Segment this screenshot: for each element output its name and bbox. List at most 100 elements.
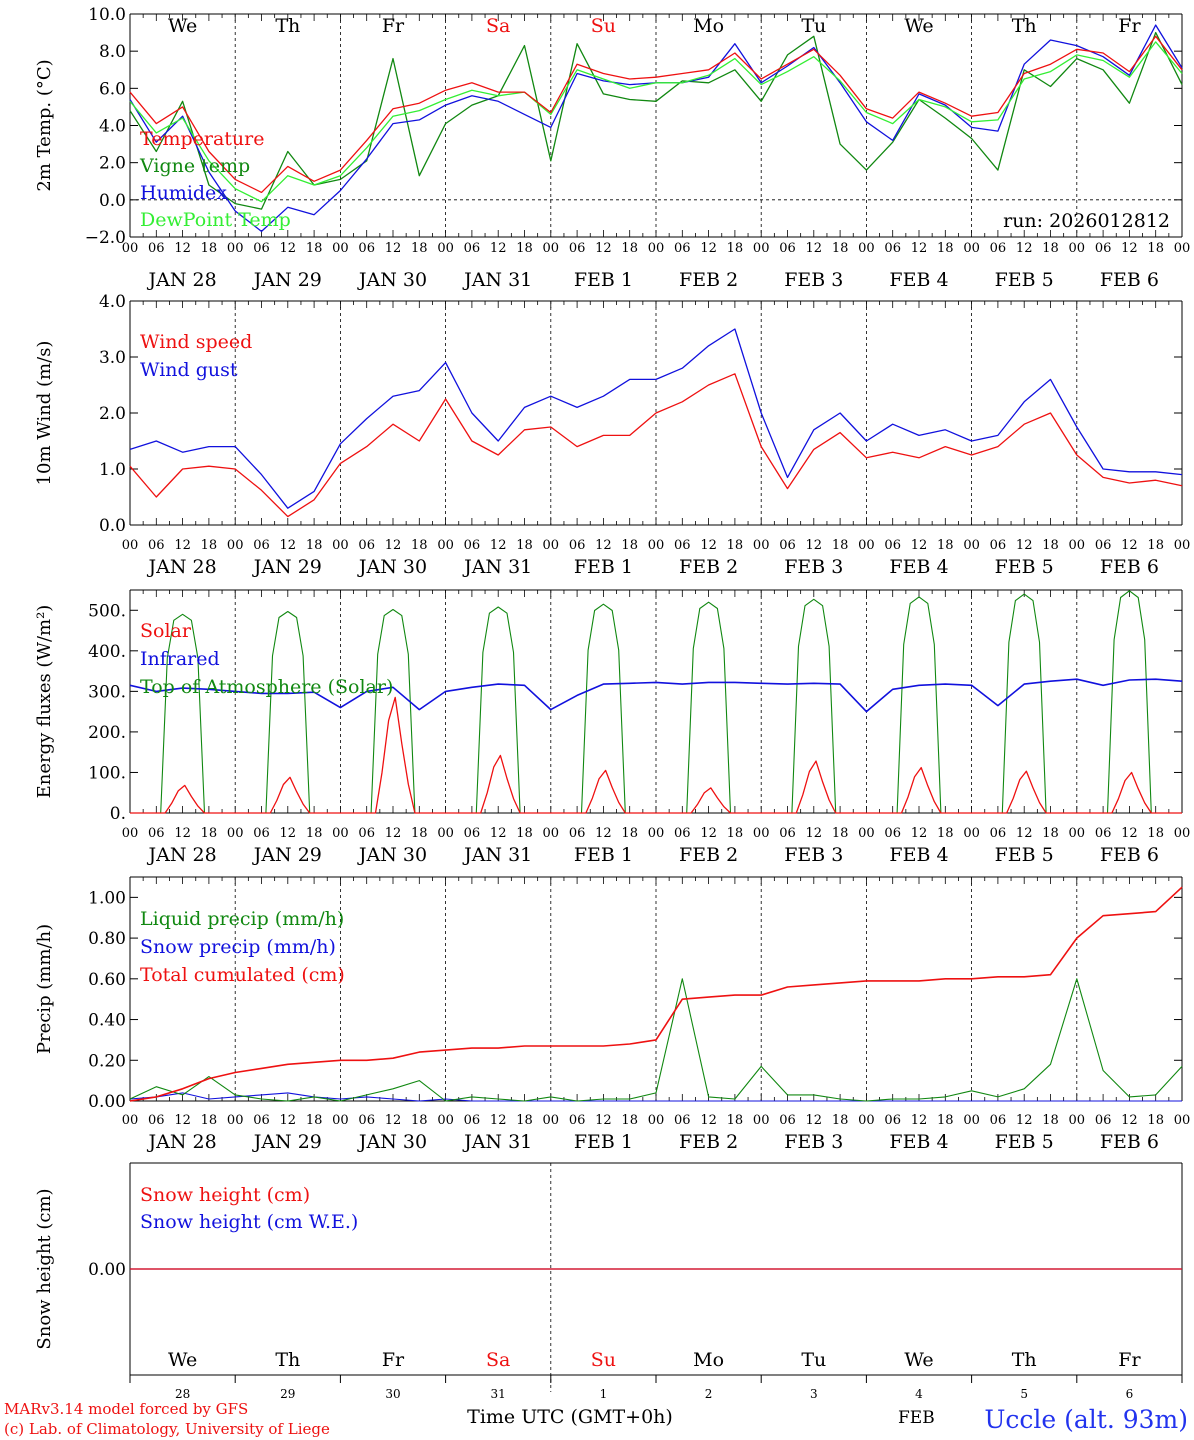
hour-label: 06: [884, 538, 901, 553]
hour-label: 06: [569, 1113, 586, 1128]
day-number: 2: [705, 1387, 713, 1401]
hour-label: 18: [411, 1113, 428, 1128]
hour-label: 00: [1069, 538, 1086, 553]
hour-label: 12: [700, 538, 717, 553]
hour-label: 00: [963, 1113, 980, 1128]
legend-entry: Vigne temp: [139, 155, 250, 177]
month-label: FEB: [898, 1408, 935, 1428]
hour-label: 12: [911, 826, 928, 841]
hour-label: 06: [358, 826, 375, 841]
date-label: FEB 6: [1100, 269, 1159, 291]
snow-panel: 0.00 Snow height (cm) Snow height (cm) Snow…: [34, 1162, 1183, 1401]
date-label: FEB 4: [889, 844, 948, 866]
hour-label: 12: [385, 538, 402, 553]
hour-label: 00: [543, 241, 560, 256]
hour-label: 00: [648, 538, 665, 553]
hour-label: 18: [1147, 826, 1164, 841]
y-tick-label: 200.: [88, 723, 126, 743]
hour-label: 00: [227, 1113, 244, 1128]
weekday-label: Th: [1012, 1349, 1037, 1371]
weekday-label: Mo: [693, 15, 724, 37]
hour-label: 00: [1174, 538, 1191, 553]
hour-label: 12: [806, 1113, 823, 1128]
hour-label: 00: [227, 241, 244, 256]
hour-label: 00: [963, 538, 980, 553]
hour-label: 06: [569, 826, 586, 841]
hour-label: 18: [306, 1113, 323, 1128]
date-label: FEB 4: [889, 1131, 948, 1153]
weekday-label: Fr: [382, 1349, 405, 1371]
day-number: 1: [600, 1387, 608, 1401]
date-label: FEB 5: [995, 844, 1054, 866]
hour-label: 00: [122, 1113, 139, 1128]
hour-label: 06: [253, 826, 270, 841]
hour-label: 00: [122, 826, 139, 841]
hour-label: 12: [595, 826, 612, 841]
hour-label: 06: [1095, 826, 1112, 841]
hour-label: 12: [806, 241, 823, 256]
hour-label: 06: [569, 241, 586, 256]
hour-label: 12: [595, 538, 612, 553]
weekday-label: We: [904, 1349, 933, 1371]
hour-label: 06: [884, 1113, 901, 1128]
hour-label: 00: [753, 1113, 770, 1128]
hour-label: 18: [937, 1113, 954, 1128]
hour-label: 00: [543, 538, 560, 553]
hour-label: 06: [674, 1113, 691, 1128]
model-credit: MARv3.14 model forced by GFS: [4, 1400, 248, 1418]
hour-label: 00: [858, 241, 875, 256]
hour-label: 06: [464, 826, 481, 841]
hour-label: 12: [280, 1113, 297, 1128]
hour-label: 18: [306, 826, 323, 841]
hour-label: 00: [437, 538, 454, 553]
hour-label: 06: [779, 538, 796, 553]
legend-entry: Wind gust: [140, 359, 238, 381]
y-tick-label: 0.00: [88, 1092, 126, 1112]
weekday-label: Su: [591, 15, 616, 37]
hour-label: 00: [753, 538, 770, 553]
hour-label: 06: [253, 1113, 270, 1128]
hour-label: 00: [1174, 241, 1191, 256]
y-tick-label: 0.40: [88, 1011, 126, 1031]
hour-label: 00: [122, 538, 139, 553]
hour-label: 12: [385, 826, 402, 841]
hour-label: 12: [385, 241, 402, 256]
y-tick-label: 1.00: [88, 888, 126, 908]
y-tick-label: 0.0: [99, 516, 126, 536]
hour-label: 00: [332, 241, 349, 256]
lab-credit: (c) Lab. of Climatology, University of L…: [4, 1420, 330, 1438]
hour-label: 18: [832, 1113, 849, 1128]
hour-label: 06: [1095, 538, 1112, 553]
weekday-label: Sa: [486, 1349, 510, 1371]
footer: MARv3.14 model forced by GFS (c) Lab. of …: [4, 1400, 1188, 1438]
y-tick-label: 500.: [88, 601, 126, 621]
hour-label: 18: [727, 1113, 744, 1128]
hour-label: 12: [595, 1113, 612, 1128]
y-tick-label: 0.60: [88, 970, 126, 990]
x-axis-title: Time UTC (GMT+0h): [467, 1406, 673, 1428]
day-number: 29: [280, 1387, 295, 1401]
date-label: JAN 28: [147, 1131, 217, 1153]
date-label: FEB 2: [679, 269, 738, 291]
hour-label: 06: [884, 241, 901, 256]
hour-label: 12: [490, 826, 507, 841]
hour-label: 18: [1042, 241, 1059, 256]
hour-label: 06: [253, 241, 270, 256]
weekday-label: Th: [275, 1349, 300, 1371]
hour-label: 18: [832, 241, 849, 256]
y-tick-label: 400.: [88, 642, 126, 662]
date-label: JAN 29: [252, 556, 322, 578]
hour-label: 12: [700, 1113, 717, 1128]
date-label: JAN 29: [252, 1131, 322, 1153]
hour-label: 00: [332, 538, 349, 553]
hour-label: 00: [1069, 1113, 1086, 1128]
legend-entry: Total cumulated (cm): [140, 964, 345, 986]
legend-entry: Humidex: [140, 182, 227, 204]
hour-label: 06: [779, 241, 796, 256]
hour-label: 06: [569, 538, 586, 553]
hour-label: 18: [201, 241, 218, 256]
weekday-label: Sa: [486, 15, 510, 37]
energy-panel: 0. 100. 200. 300. 400. 500. Energy fluxes (W/m…: [34, 589, 1190, 866]
y-axis-label: Energy fluxes (W/m²): [34, 605, 55, 799]
hour-label: 06: [148, 826, 165, 841]
